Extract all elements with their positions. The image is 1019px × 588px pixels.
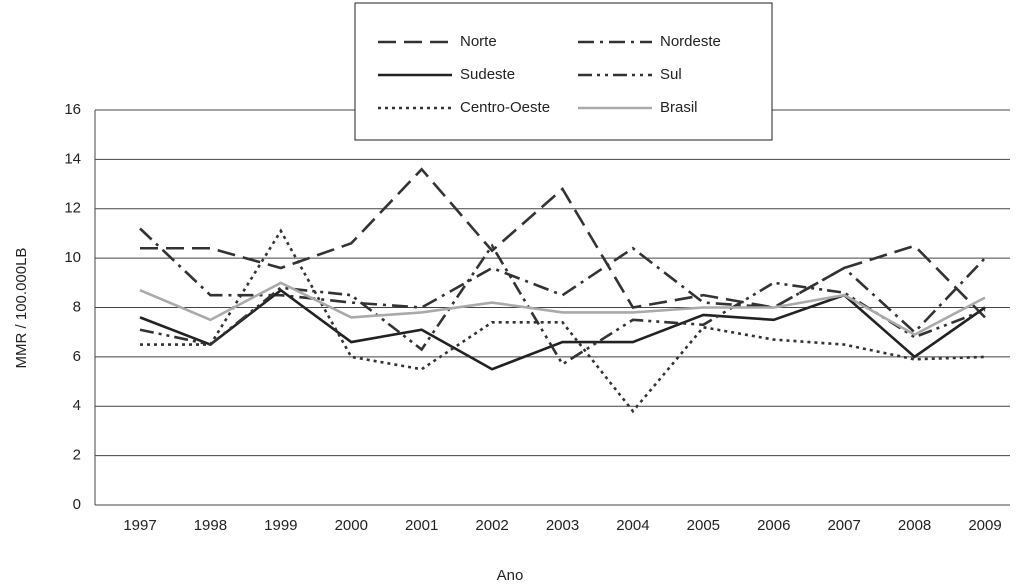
y-tick-label: 0 xyxy=(73,496,81,513)
x-tick-label: 2003 xyxy=(546,517,579,534)
y-tick-label: 10 xyxy=(64,249,81,266)
series-line xyxy=(140,167,986,319)
x-tick-label: 2005 xyxy=(687,517,720,534)
x-tick-label: 2002 xyxy=(475,517,508,534)
series-line xyxy=(139,227,986,335)
y-tick-label: 16 xyxy=(64,101,81,118)
legend-box xyxy=(354,2,773,141)
x-tick-label: 2004 xyxy=(616,517,649,534)
legend-label: Sul xyxy=(660,66,682,83)
y-tick-label: 12 xyxy=(64,200,81,217)
y-tick-label: 2 xyxy=(73,447,81,464)
y-axis-label: MMR / 100.000LB xyxy=(13,248,30,369)
x-tick-label: 1999 xyxy=(264,517,297,534)
legend-label: Centro-Oeste xyxy=(460,99,550,116)
x-tick-label: 2000 xyxy=(335,517,368,534)
x-tick-label: 2006 xyxy=(757,517,790,534)
y-tick-label: 6 xyxy=(73,348,81,365)
x-tick-label: 2008 xyxy=(898,517,931,534)
x-tick-label: 2007 xyxy=(827,517,860,534)
x-tick-label: 2001 xyxy=(405,517,438,534)
y-tick-label: 8 xyxy=(73,298,81,315)
y-tick-label: 4 xyxy=(73,397,81,414)
legend-label: Sudeste xyxy=(460,66,515,83)
series-line xyxy=(140,228,986,414)
x-tick-label: 1997 xyxy=(123,517,156,534)
x-axis-label: Ano xyxy=(497,567,524,584)
legend-label: Norte xyxy=(460,33,497,50)
x-tick-label: 2009 xyxy=(968,517,1001,534)
legend-label: Brasil xyxy=(660,99,698,116)
x-tick-label: 1998 xyxy=(194,517,227,534)
series-line xyxy=(139,281,986,337)
y-tick-label: 14 xyxy=(64,150,81,167)
legend-label: Nordeste xyxy=(660,33,721,50)
